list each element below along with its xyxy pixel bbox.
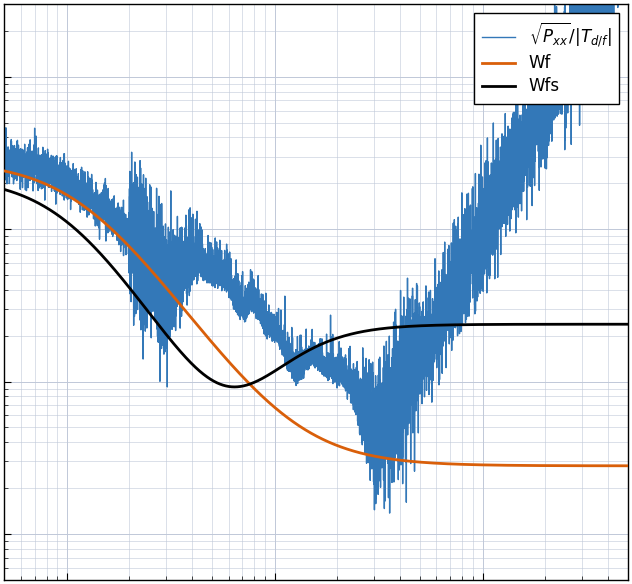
Wfs xyxy=(231,384,238,391)
Line: $\sqrt{P_{xx}}/|T_{d/f}|$: $\sqrt{P_{xx}}/|T_{d/f}|$ xyxy=(4,0,628,513)
$\sqrt{P_{xx}}/|T_{d/f}|$ xyxy=(226,287,234,294)
$\sqrt{P_{xx}}/|T_{d/f}|$ xyxy=(369,396,377,403)
Wfs xyxy=(397,324,404,331)
Wf xyxy=(463,461,470,468)
Wf xyxy=(32,176,39,183)
Wfs xyxy=(1,186,8,193)
Wf xyxy=(1,168,8,175)
Wfs xyxy=(463,321,470,328)
Wf xyxy=(397,457,404,464)
Wfs xyxy=(496,321,504,328)
$\sqrt{P_{xx}}/|T_{d/f}|$ xyxy=(1,158,8,165)
Wfs xyxy=(32,198,39,205)
Line: Wf: Wf xyxy=(4,171,628,466)
Wf xyxy=(369,453,377,460)
Wfs xyxy=(624,321,631,328)
Wf xyxy=(496,462,504,469)
Legend: $\sqrt{P_{xx}}/|T_{d/f}|$, Wf, Wfs: $\sqrt{P_{xx}}/|T_{d/f}|$, Wf, Wfs xyxy=(473,12,619,104)
Wfs xyxy=(226,383,234,390)
$\sqrt{P_{xx}}/|T_{d/f}|$ xyxy=(386,510,394,517)
$\sqrt{P_{xx}}/|T_{d/f}|$ xyxy=(463,254,470,261)
$\sqrt{P_{xx}}/|T_{d/f}|$ xyxy=(397,394,404,401)
Line: Wfs: Wfs xyxy=(4,189,628,387)
Wf xyxy=(226,360,234,367)
$\sqrt{P_{xx}}/|T_{d/f}|$ xyxy=(32,161,39,168)
Wf xyxy=(624,463,631,470)
Wfs xyxy=(370,326,377,333)
$\sqrt{P_{xx}}/|T_{d/f}|$ xyxy=(496,205,504,212)
